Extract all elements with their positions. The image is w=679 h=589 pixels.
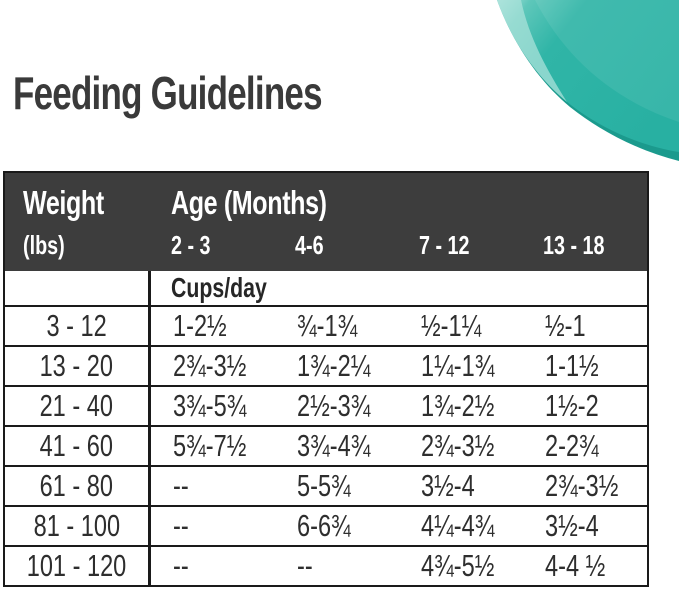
- value-cell: 1¼-1¾: [421, 348, 495, 383]
- weight-cell: 101 - 120: [5, 547, 151, 585]
- age-col-header-2-3: 2 - 3: [171, 229, 211, 260]
- value-cell: 5¾-7½: [173, 428, 247, 463]
- units-row-empty-cell: [5, 271, 151, 305]
- age-col-header-4-6: 4-6: [295, 229, 324, 260]
- value-cell: --: [173, 508, 189, 543]
- value-cell: 2-2¾: [545, 428, 599, 463]
- value-cell: 4-4 ½: [545, 548, 606, 583]
- value-cell: ½-1: [545, 308, 586, 343]
- weight-units-header: (lbs): [23, 229, 65, 260]
- value-cell: 2¾-3½: [545, 468, 619, 503]
- value-cell: ½-1¼: [421, 308, 482, 343]
- table-row: 61 - 80 -- 5-5¾ 3½-4 2¾-3½: [5, 465, 647, 505]
- value-cell: 1-1½: [545, 348, 599, 383]
- value-cell: 1-2½: [173, 308, 227, 343]
- age-col-header-7-12: 7 - 12: [419, 229, 470, 260]
- weight-cell: 61 - 80: [5, 467, 151, 505]
- page-title: Feeding Guidelines: [13, 67, 323, 119]
- weight-cell: 81 - 100: [5, 507, 151, 545]
- units-row: Cups/day: [5, 271, 647, 305]
- table-header: Weight Age (Months) (lbs) 2 - 3 4-6 7 - …: [5, 173, 647, 271]
- weight-cell: 13 - 20: [5, 347, 151, 385]
- header-row-columns: (lbs) 2 - 3 4-6 7 - 12 13 - 18: [5, 227, 647, 263]
- weight-cell: 21 - 40: [5, 387, 151, 425]
- value-cell: 1½-2: [545, 388, 599, 423]
- table-row: 101 - 120 -- -- 4¾-5½ 4-4 ½: [5, 545, 647, 585]
- table-row: 21 - 40 3¾-5¾ 2½-3¾ 1¾-2½ 1½-2: [5, 385, 647, 425]
- feeding-guidelines-table: Weight Age (Months) (lbs) 2 - 3 4-6 7 - …: [3, 171, 649, 587]
- value-cell: 3¾-5¾: [173, 388, 247, 423]
- value-cell: 4¼-4¾: [421, 508, 495, 543]
- value-cell: 1¾-2¼: [297, 348, 371, 383]
- table-row: 41 - 60 5¾-7½ 3¾-4¾ 2¾-3½ 2-2¾: [5, 425, 647, 465]
- value-cell: 2¾-3½: [421, 428, 495, 463]
- value-cell: 4¾-5½: [421, 548, 495, 583]
- value-cell: 2¾-3½: [173, 348, 247, 383]
- header-row-groups: Weight Age (Months): [5, 179, 647, 227]
- weight-cell: 41 - 60: [5, 427, 151, 465]
- value-cell: --: [297, 548, 313, 583]
- value-cell: --: [173, 468, 189, 503]
- corner-wave-icon: [497, 0, 679, 161]
- value-cell: 2½-3¾: [297, 388, 371, 423]
- value-cell: --: [173, 548, 189, 583]
- age-group-header: Age (Months): [171, 184, 327, 221]
- value-cell: 5-5¾: [297, 468, 351, 503]
- value-cell: 3¾-4¾: [297, 428, 371, 463]
- table-row: 81 - 100 -- 6-6¾ 4¼-4¾ 3½-4: [5, 505, 647, 545]
- weight-cell: 3 - 12: [5, 307, 151, 345]
- age-col-header-13-18: 13 - 18: [543, 229, 605, 260]
- units-label-cell: Cups/day: [171, 272, 267, 303]
- table-row: 13 - 20 2¾-3½ 1¾-2¼ 1¼-1¾ 1-1½: [5, 345, 647, 385]
- value-cell: ¾-1¾: [297, 308, 358, 343]
- value-cell: 3½-4: [421, 468, 475, 503]
- table-row: 3 - 12 1-2½ ¾-1¾ ½-1¼ ½-1: [5, 305, 647, 345]
- weight-column-header: Weight: [23, 184, 104, 221]
- value-cell: 3½-4: [545, 508, 599, 543]
- value-cell: 6-6¾: [297, 508, 351, 543]
- value-cell: 1¾-2½: [421, 388, 495, 423]
